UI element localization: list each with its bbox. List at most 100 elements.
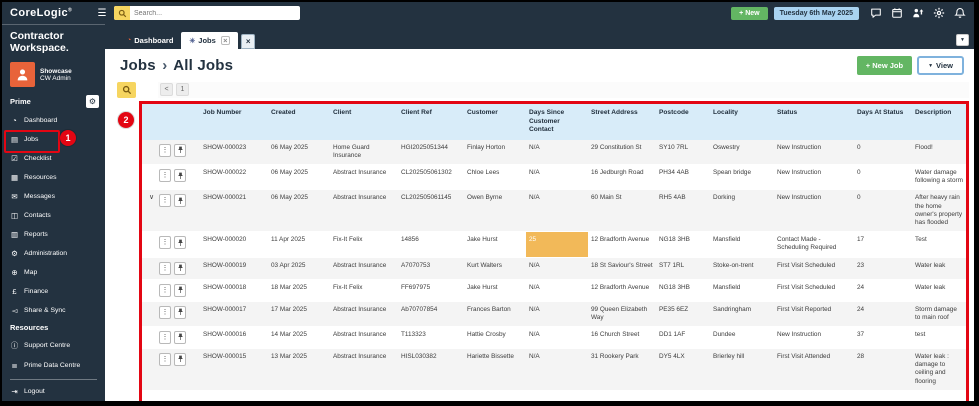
cell-customer: Hattie Crosby — [467, 330, 506, 338]
row-pin-button[interactable] — [174, 169, 186, 183]
sidebar-item-prime-data-centre[interactable]: ≣ Prime Data Centre — [2, 356, 105, 375]
table-header-row: Job Number Created Client Client Ref Custome… — [142, 104, 966, 140]
column-header-job[interactable]: Job Number — [203, 109, 242, 116]
cell-customer: Chloe Lees — [467, 169, 500, 177]
row-menu-button[interactable]: ⋮ — [159, 143, 171, 157]
table-body: ⋮ SHOW-000023 06 May 2025 Home Guard Insura… — [142, 139, 966, 391]
tab-overflow-button[interactable]: ▼ — [956, 34, 969, 46]
tab-dashboard[interactable]: ◔ Dashboard — [119, 32, 181, 49]
map-icon: ⊕ — [11, 268, 18, 278]
table-row[interactable]: ∨ ⋮ SHOW-000021 06 May 2025 Abstract Insuran… — [142, 190, 966, 233]
tab-label: Jobs — [198, 36, 216, 45]
row-pin-button[interactable] — [174, 352, 186, 366]
column-header-client[interactable]: Client — [333, 109, 352, 116]
cell-created: 17 Mar 2025 — [271, 305, 307, 313]
row-pin-button[interactable] — [174, 330, 186, 344]
row-menu-button[interactable]: ⋮ — [159, 330, 171, 344]
cell-created: 03 Apr 2025 — [271, 261, 306, 269]
cell-desc: test — [915, 330, 926, 338]
column-header-days_at[interactable]: Days At Status — [857, 109, 904, 116]
settings-gear-icon[interactable] — [932, 7, 945, 20]
new-job-button[interactable]: + New Job — [856, 56, 913, 75]
new-button[interactable]: + New — [731, 6, 768, 20]
row-menu-button[interactable]: ⋮ — [159, 194, 171, 208]
sidebar-item-dashboard[interactable]: ◔ Dashboard — [2, 111, 105, 130]
row-pin-button[interactable] — [174, 236, 186, 250]
row-menu-button[interactable]: ⋮ — [159, 352, 171, 366]
row-menu-button[interactable]: ⋮ — [159, 236, 171, 250]
cell-created: 06 May 2025 — [271, 194, 308, 202]
table-row[interactable]: ⋮ SHOW-000016 14 Mar 2025 Abstract Insuranc… — [142, 326, 966, 349]
sidebar-gear-icon[interactable]: ⚙ — [86, 95, 99, 109]
user-card[interactable]: Showcase CW Admin — [2, 58, 105, 92]
sidebar-item-administration[interactable]: ⚙ Administration — [2, 244, 105, 263]
column-header-locality[interactable]: Locality — [713, 109, 738, 116]
sidebar-item-support-centre[interactable]: ⓘ Support Centre — [2, 335, 105, 356]
row-pin-button[interactable] — [174, 305, 186, 319]
search-icon — [114, 6, 130, 20]
notifications-bell-icon[interactable] — [953, 7, 966, 20]
sidebar-item-jobs[interactable]: ▤ Jobs 1 — [2, 130, 105, 154]
cell-customer: Jake Hurst — [467, 236, 498, 244]
org-name: Showcase — [40, 67, 72, 75]
row-pin-button[interactable] — [174, 261, 186, 275]
row-pin-button[interactable] — [174, 143, 186, 157]
column-header-street[interactable]: Street Address — [591, 109, 638, 116]
sidebar-item-share-sync[interactable]: ◅ Share & Sync — [2, 301, 105, 320]
cell-days_since: N/A — [529, 261, 540, 269]
row-pin-button[interactable] — [174, 194, 186, 208]
date-display[interactable]: Tuesday 6th May 2025 — [773, 6, 859, 20]
sidebar-item-map[interactable]: ⊕ Map — [2, 263, 105, 282]
cell-client_ref: HISL030382 — [401, 352, 437, 360]
column-header-client_ref[interactable]: Client Ref — [401, 109, 432, 116]
row-menu-button[interactable]: ⋮ — [159, 283, 171, 297]
table-row[interactable]: ⋮ SHOW-000022 06 May 2025 Abstract Insuranc… — [142, 165, 966, 191]
breadcrumb-root[interactable]: Jobs — [120, 57, 156, 74]
sidebar-item-reports[interactable]: ▥ Reports — [2, 225, 105, 244]
row-controls: ⋮ — [142, 302, 200, 326]
table-row[interactable]: ⋮ SHOW-000018 18 Mar 2025 Fix-It Felix FF697… — [142, 279, 966, 302]
pager-page-1-button[interactable]: 1 — [176, 83, 189, 96]
row-menu-button[interactable]: ⋮ — [159, 305, 171, 319]
chevron-down-icon[interactable]: ∨ — [148, 194, 155, 202]
table-row[interactable]: ⋮ SHOW-000019 03 Apr 2025 Abstract Insuranc… — [142, 257, 966, 280]
table-row[interactable]: ⋮ SHOW-000015 13 Mar 2025 Abstract Insuranc… — [142, 348, 966, 391]
close-tab-icon[interactable]: × — [220, 36, 230, 45]
sidebar-item-messages[interactable]: ✉ Messages — [2, 187, 105, 206]
table-search-button[interactable] — [117, 82, 136, 98]
global-search[interactable] — [114, 6, 300, 20]
cell-created: 06 May 2025 — [271, 169, 308, 177]
sidebar-item-checklist[interactable]: ☑ Checklist — [2, 149, 105, 168]
view-button[interactable]: ▼ View — [917, 56, 964, 75]
share-user-icon[interactable] — [911, 7, 924, 20]
menu-icon[interactable]: ☰ — [97, 7, 107, 19]
column-header-created[interactable]: Created — [271, 109, 296, 116]
row-pin-button[interactable] — [174, 283, 186, 297]
chat-icon[interactable] — [869, 7, 882, 20]
sidebar-item-finance[interactable]: £ Finance — [2, 282, 105, 301]
cell-status: New Instruction — [777, 330, 822, 338]
sidebar-item-label: Reports — [24, 231, 48, 239]
column-header-desc[interactable]: Description — [915, 109, 952, 116]
column-header-days_since[interactable]: Days Since Customer Contact — [529, 109, 565, 134]
cell-job: SHOW-000017 — [203, 305, 247, 313]
table-row[interactable]: ⋮ SHOW-000017 17 Mar 2025 Abstract Insuranc… — [142, 301, 966, 327]
cell-job: SHOW-000015 — [203, 352, 247, 360]
row-menu-button[interactable]: ⋮ — [159, 261, 171, 275]
row-menu-button[interactable]: ⋮ — [159, 169, 171, 183]
calendar-icon[interactable] — [890, 7, 903, 20]
sidebar-item-logout[interactable]: ⇥ Logout — [2, 382, 105, 401]
sidebar-item-contacts[interactable]: ◫ Contacts — [2, 206, 105, 225]
table-row[interactable]: ⋮ SHOW-000020 11 Apr 2025 Fix-It Felix 14856… — [142, 232, 966, 258]
sidebar-item-label: Messages — [24, 193, 55, 201]
close-all-tabs-button[interactable]: × — [240, 34, 256, 49]
column-header-postcode[interactable]: Postcode — [659, 109, 689, 116]
sidebar-divider — [10, 379, 97, 381]
column-header-status[interactable]: Status — [777, 109, 798, 116]
tab-jobs[interactable]: ✳ Jobs × — [181, 32, 238, 49]
sidebar-item-resources[interactable]: ▦ Resources — [2, 168, 105, 187]
pager-prev-button[interactable]: < — [160, 83, 173, 96]
column-header-customer[interactable]: Customer — [467, 109, 498, 116]
table-row[interactable]: ⋮ SHOW-000023 06 May 2025 Home Guard Insura… — [142, 139, 966, 166]
search-input[interactable] — [130, 9, 300, 17]
